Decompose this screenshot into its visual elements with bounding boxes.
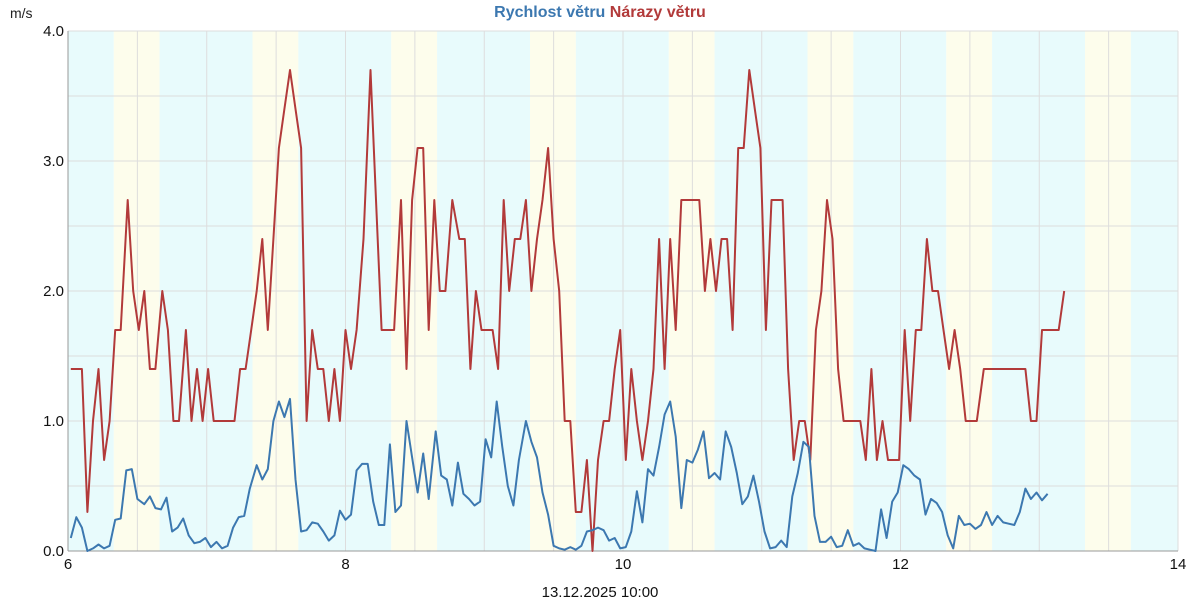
y-tick-label: 2.0 bbox=[43, 283, 64, 300]
axes bbox=[67, 31, 1178, 552]
legend-gust[interactable]: Nárazy větru bbox=[609, 4, 706, 21]
y-axis-unit: m/s bbox=[10, 5, 33, 21]
grid-lines bbox=[67, 30, 1179, 552]
y-tick-label: 4.0 bbox=[43, 23, 64, 40]
x-tick-label: 12 bbox=[892, 556, 909, 573]
speed-series-line bbox=[69, 397, 1049, 552]
x-tick-label: 14 bbox=[1170, 556, 1187, 573]
x-tick-label: 10 bbox=[615, 556, 632, 573]
y-tick-label: 0.0 bbox=[43, 543, 64, 560]
tick-labels: 0.0 1.0 2.0 3.0 4.0 6 8 10 12 14 bbox=[43, 23, 1186, 573]
chart-title: Rychlost větru Nárazy větru bbox=[0, 4, 1200, 22]
legend-speed[interactable]: Rychlost větru bbox=[494, 4, 606, 21]
timestamp-label: 13.12.2025 10:00 bbox=[541, 584, 659, 601]
x-tick-label: 8 bbox=[341, 556, 349, 573]
x-tick-label: 6 bbox=[64, 556, 72, 573]
series-lines bbox=[69, 69, 1066, 552]
y-tick-label: 1.0 bbox=[43, 413, 64, 430]
gust-series-line bbox=[70, 69, 1066, 552]
y-tick-label: 3.0 bbox=[43, 153, 64, 170]
